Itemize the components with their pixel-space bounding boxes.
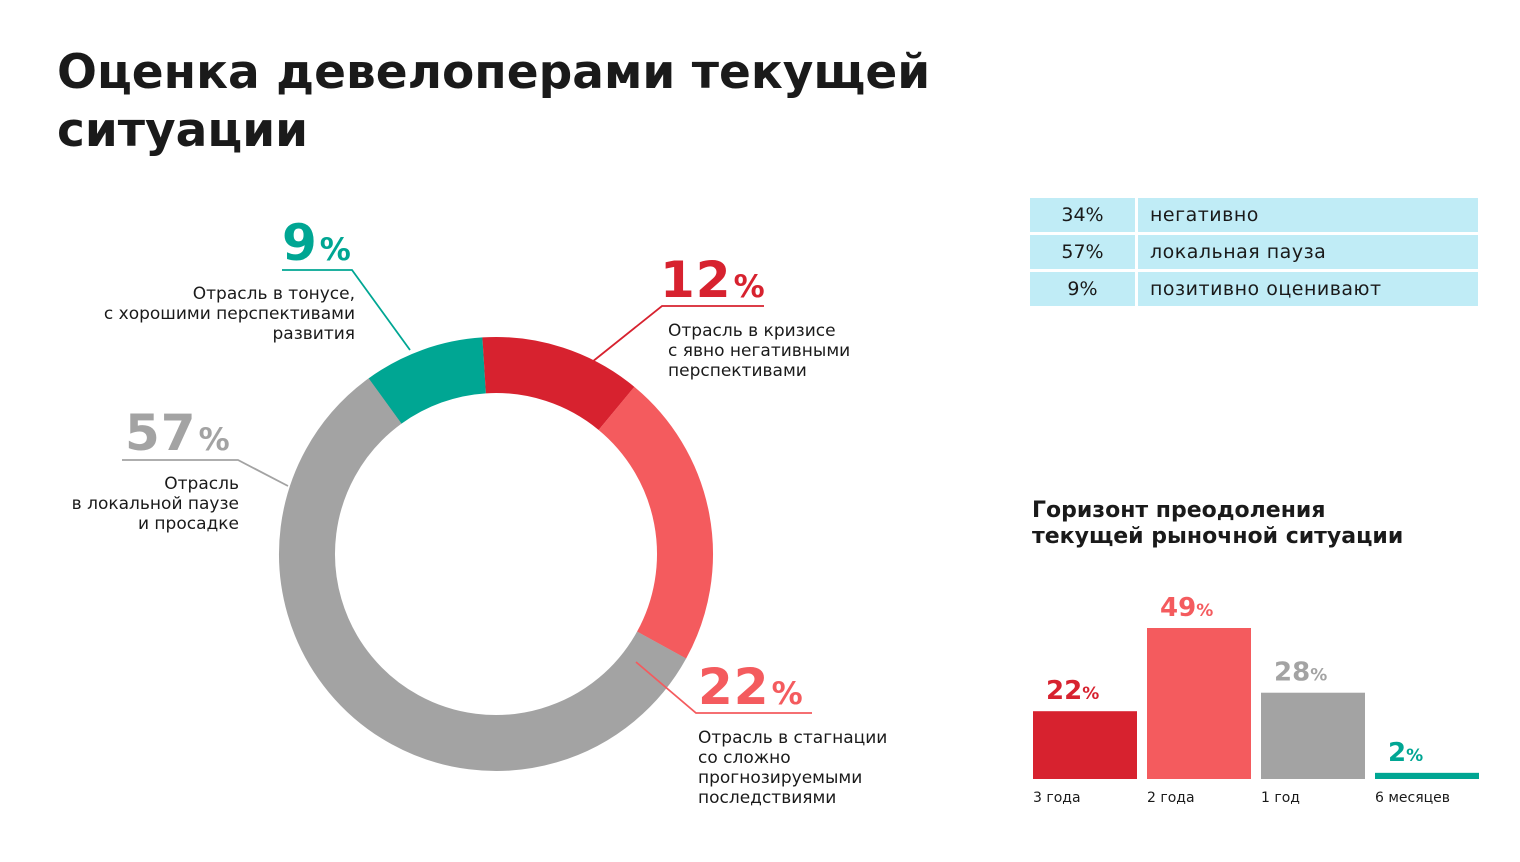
bar-category-label-2: 2 года — [1147, 790, 1195, 806]
bar-value-label-1: 22% — [1046, 676, 1099, 706]
positive-description: Отрасль в тонусе, с хорошими перспектива… — [0, 284, 355, 344]
positive-percent-value: 9 — [282, 214, 318, 272]
page-title-line-1: Оценка девелоперами текущей — [57, 45, 931, 100]
stagnation-desc-line-1: Отрасль в стагнации — [698, 728, 888, 748]
summary-text: негативно — [1138, 198, 1478, 232]
positive-desc-line-3: развития — [272, 324, 356, 344]
crisis-desc-line-2: с явно негативными — [668, 341, 851, 361]
stagnation-desc-line-2: со сложно — [698, 748, 791, 768]
leader-line-stagnation — [635, 661, 812, 714]
crisis-percent-sign: % — [733, 269, 765, 305]
stagnation-percent-sign: % — [771, 676, 803, 712]
leader-line-crisis — [591, 305, 764, 363]
summary-percent: 57% — [1030, 235, 1135, 269]
bar-category-label-3: 1 год — [1261, 790, 1300, 806]
crisis-description: Отрасль в кризисе с явно негативными пер… — [668, 321, 928, 381]
positive-percent-sign: % — [319, 232, 351, 268]
stagnation-percent-value: 22 — [698, 658, 770, 716]
positive-desc-line-1: Отрасль в тонусе, — [192, 284, 355, 304]
bar-value-label-2: 49% — [1160, 593, 1213, 623]
summary-text: локальная пауза — [1138, 235, 1478, 269]
donut-segment-stagnation — [279, 337, 713, 771]
donut-chart — [122, 269, 812, 772]
summary-table: 34% негативно 57% локальная пауза 9% поз… — [1030, 198, 1478, 309]
positive-percent-label: 9% — [282, 218, 351, 268]
bar-chart: 22% 3 года 49% 2 года 28% 1 год 2% 6 месяцев — [1033, 593, 1479, 806]
crisis-percent-value: 12 — [660, 251, 732, 309]
bar-value-label-3: 28% — [1274, 658, 1327, 688]
pause-percent-value: 57 — [125, 404, 197, 462]
leader-line-positive — [282, 269, 411, 351]
summary-row-pause: 57% локальная пауза — [1030, 235, 1478, 269]
page-title: Оценка девелоперами текущей ситуации — [57, 44, 1057, 160]
pause-percent-label: 57% — [125, 408, 230, 458]
bar-value-label-4: 2% — [1388, 738, 1423, 768]
stagnation-percent-label: 22% — [698, 662, 803, 712]
bar-chart-title-line-1: Горизонт преодоления — [1032, 498, 1326, 523]
bar-category-label-1: 3 года — [1033, 790, 1081, 806]
pause-description: Отрасль в локальной паузе и просадке — [0, 474, 239, 534]
crisis-desc-line-1: Отрасль в кризисе — [668, 321, 836, 341]
crisis-percent-label: 12% — [660, 255, 765, 305]
stagnation-desc-line-4: последствиями — [698, 788, 837, 808]
summary-row-negative: 34% негативно — [1030, 198, 1478, 232]
pause-desc-line-3: и просадке — [137, 514, 239, 534]
stagnation-description: Отрасль в стагнации со сложно прогнозиру… — [698, 728, 958, 808]
bar-chart-title-line-2: текущей рыночной ситуации — [1032, 524, 1404, 549]
bar-3 — [1261, 692, 1365, 779]
stagnation-desc-line-3: прогнозируемыми — [698, 768, 863, 788]
summary-text: позитивно оценивают — [1138, 272, 1478, 306]
summary-percent: 34% — [1030, 198, 1135, 232]
bar-chart-title: Горизонт преодоления текущей рыночной си… — [1032, 498, 1403, 550]
pause-desc-line-2: в локальной паузе — [71, 494, 239, 514]
page-title-line-2: ситуации — [57, 103, 309, 158]
bar-category-label-4: 6 месяцев — [1375, 790, 1450, 806]
summary-row-positive: 9% позитивно оценивают — [1030, 272, 1478, 306]
bar-4 — [1375, 772, 1479, 779]
positive-desc-line-2: с хорошими перспективами — [103, 304, 355, 324]
crisis-desc-line-3: перспективами — [668, 361, 807, 381]
pause-percent-sign: % — [198, 422, 230, 458]
leader-line-pause — [122, 459, 289, 487]
donut-segment-pause — [279, 337, 713, 771]
bar-1 — [1033, 711, 1137, 779]
summary-percent: 9% — [1030, 272, 1135, 306]
pause-desc-line-1: Отрасль — [164, 474, 239, 494]
donut-segment-crisis — [279, 337, 713, 772]
bar-2 — [1147, 628, 1251, 779]
